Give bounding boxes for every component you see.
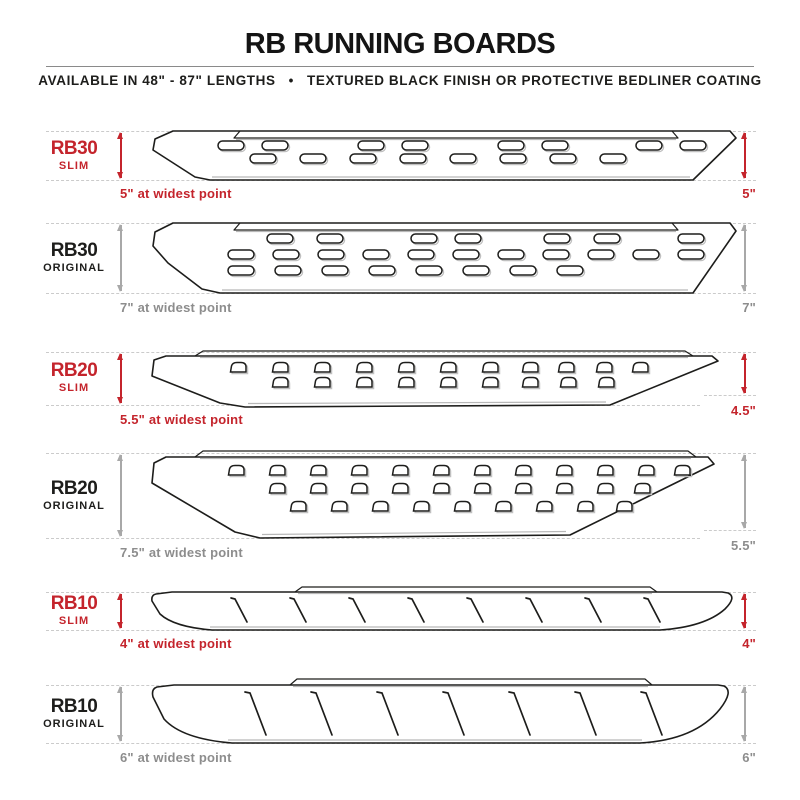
left-dimension-arrow	[117, 454, 123, 537]
left-dimension-arrow	[117, 132, 123, 179]
board-drawing-rb20-slim	[151, 350, 719, 408]
board-drawing-rb10-slim	[151, 586, 733, 631]
left-dimension-label: 5.5" at widest point	[120, 412, 243, 427]
board-drawing-rb30-slim	[152, 130, 737, 181]
model-name: RB30	[50, 138, 98, 160]
product-label: RB20 ORIGINAL	[28, 478, 120, 514]
left-dimension-label: 7" at widest point	[120, 300, 232, 315]
page-title: RB RUNNING BOARDS	[244, 28, 556, 60]
product-label: RB20 SLIM	[28, 360, 120, 396]
product-label: RB10 ORIGINAL	[28, 696, 120, 732]
model-name: RB10	[50, 696, 98, 718]
model-name: RB10	[50, 593, 98, 615]
right-dimension-arrow	[741, 593, 747, 629]
model-name: RB20	[50, 360, 98, 382]
right-dimension-label: 4.5"	[730, 403, 756, 418]
variant-name: ORIGINAL	[43, 500, 105, 513]
right-dimension-arrow	[741, 686, 747, 742]
board-drawing-rb10-original	[151, 678, 729, 744]
variant-name: SLIM	[58, 382, 90, 395]
left-dimension-arrow	[117, 686, 123, 742]
left-dimension-label: 4" at widest point	[120, 636, 232, 651]
variant-name: SLIM	[58, 615, 90, 628]
page-subtitle: AVAILABLE IN 48" - 87" LENGTHS • TEXTURE…	[38, 73, 762, 88]
product-label: RB30 SLIM	[28, 138, 120, 174]
dashed-guide-top	[46, 453, 756, 454]
left-dimension-label: 5" at widest point	[120, 186, 232, 201]
variant-name: ORIGINAL	[43, 262, 105, 275]
right-dimension-label: 4"	[742, 636, 756, 651]
board-drawing-rb30-original	[152, 222, 737, 294]
right-dimension-label: 6"	[742, 750, 756, 765]
title-divider	[46, 66, 754, 67]
left-dimension-arrow	[117, 224, 123, 292]
board-drawing-rb20-original	[151, 450, 715, 539]
model-name: RB20	[50, 478, 98, 500]
left-dimension-arrow	[117, 593, 123, 629]
right-dimension-arrow	[741, 132, 747, 179]
left-dimension-arrow	[117, 353, 123, 404]
dashed-guide-bottom-right	[704, 530, 756, 531]
right-dimension-label: 5.5"	[730, 538, 756, 553]
dashed-guide-top	[46, 352, 756, 353]
product-label: RB10 SLIM	[28, 593, 120, 629]
right-dimension-arrow	[741, 224, 747, 292]
model-name: RB30	[50, 240, 98, 262]
right-dimension-label: 5"	[742, 186, 756, 201]
right-dimension-arrow	[741, 353, 747, 394]
left-dimension-label: 6" at widest point	[120, 750, 232, 765]
variant-name: SLIM	[58, 160, 90, 173]
right-dimension-arrow	[741, 454, 747, 529]
product-label: RB30 ORIGINAL	[28, 240, 120, 276]
dashed-guide-bottom-right	[704, 395, 756, 396]
right-dimension-label: 7"	[742, 300, 756, 315]
variant-name: ORIGINAL	[43, 718, 105, 731]
left-dimension-label: 7.5" at widest point	[120, 545, 243, 560]
dashed-guide-bottom	[46, 538, 700, 539]
